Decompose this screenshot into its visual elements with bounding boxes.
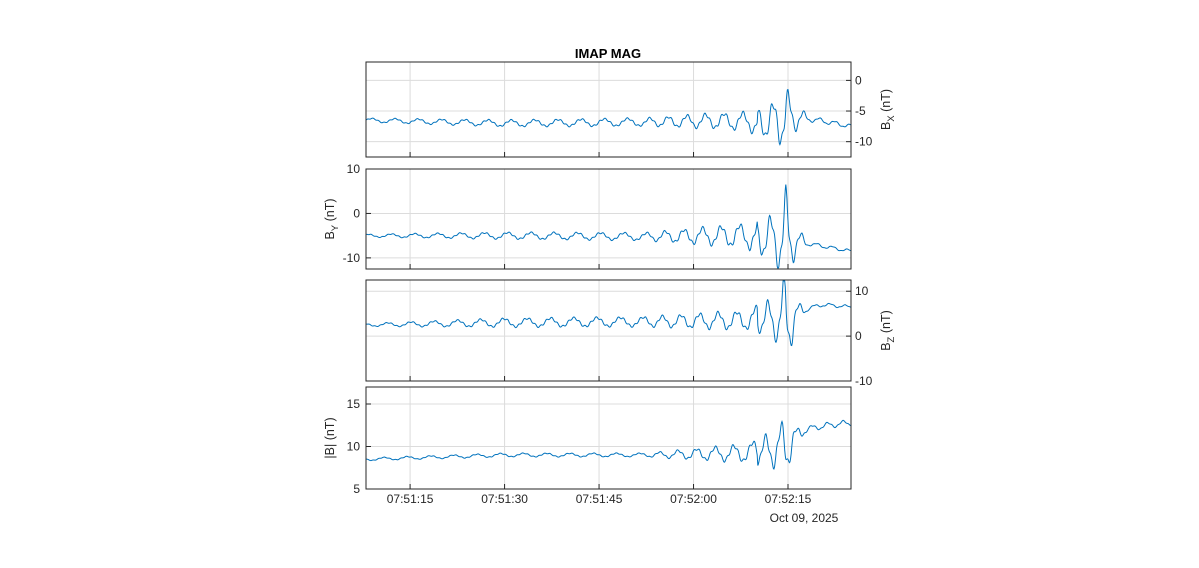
- y-axis-label-sub: X: [886, 115, 897, 122]
- figure-title: IMAP MAG: [575, 46, 641, 61]
- y-tick-label: 0: [353, 206, 360, 220]
- y-axis-label-sub: Z: [886, 336, 897, 342]
- y-axis-label: |B| (nT): [323, 417, 337, 458]
- y-axis-label: BY (nT): [323, 198, 341, 239]
- x-tick-label: 07:51:30: [481, 492, 528, 506]
- series-line: [365, 280, 852, 347]
- y-tick-label: 10: [855, 284, 869, 298]
- x-tick-label: 07:51:45: [576, 492, 623, 506]
- y-tick-label: -10: [343, 251, 361, 265]
- y-tick-label: -10: [855, 135, 873, 149]
- series-line: [365, 88, 852, 146]
- y-tick-label: -10: [855, 374, 873, 388]
- y-axis-label-unit: (nT): [323, 198, 337, 224]
- y-tick-label: 5: [353, 482, 360, 496]
- y-axis-label-sub: Y: [330, 224, 341, 231]
- y-tick-label: 15: [347, 397, 361, 411]
- panel-1: 0 -5 -10 BX (nT): [365, 61, 897, 158]
- y-tick-label: 0: [855, 329, 862, 343]
- y-axis-label: BZ (nT): [879, 310, 897, 351]
- series-line: [365, 184, 852, 269]
- y-tick-label: -5: [855, 104, 866, 118]
- panel-frame: [365, 61, 852, 158]
- panel-3: 10 0 -10 BZ (nT): [365, 279, 897, 388]
- y-tick-label: 10: [347, 440, 361, 454]
- y-axis-label-main: |B| (nT): [323, 417, 337, 458]
- y-axis-label-unit: (nT): [879, 310, 893, 336]
- y-axis-label-unit: (nT): [879, 89, 893, 115]
- x-tick-label: 07:52:00: [670, 492, 717, 506]
- panel-frame: [365, 279, 852, 382]
- x-tick-label: 07:51:15: [387, 492, 434, 506]
- series-line: [365, 419, 852, 470]
- panel-4: 15 10 5 |B| (nT): [323, 386, 852, 496]
- x-axis: 07:51:15 07:51:30 07:51:45 07:52:00 07:52:15: [387, 492, 812, 506]
- y-axis-label: BX (nT): [879, 89, 897, 130]
- y-tick-label: 10: [347, 162, 361, 176]
- panel-frame: [365, 168, 852, 270]
- y-axis-label-main: B: [879, 122, 893, 130]
- y-tick-label: 0: [855, 73, 862, 87]
- date-label: Oct 09, 2025: [770, 511, 839, 525]
- panel-frame: [365, 386, 852, 490]
- y-axis-label-main: B: [323, 231, 337, 239]
- y-axis-label-main: B: [879, 342, 893, 350]
- x-tick-label: 07:52:15: [765, 492, 812, 506]
